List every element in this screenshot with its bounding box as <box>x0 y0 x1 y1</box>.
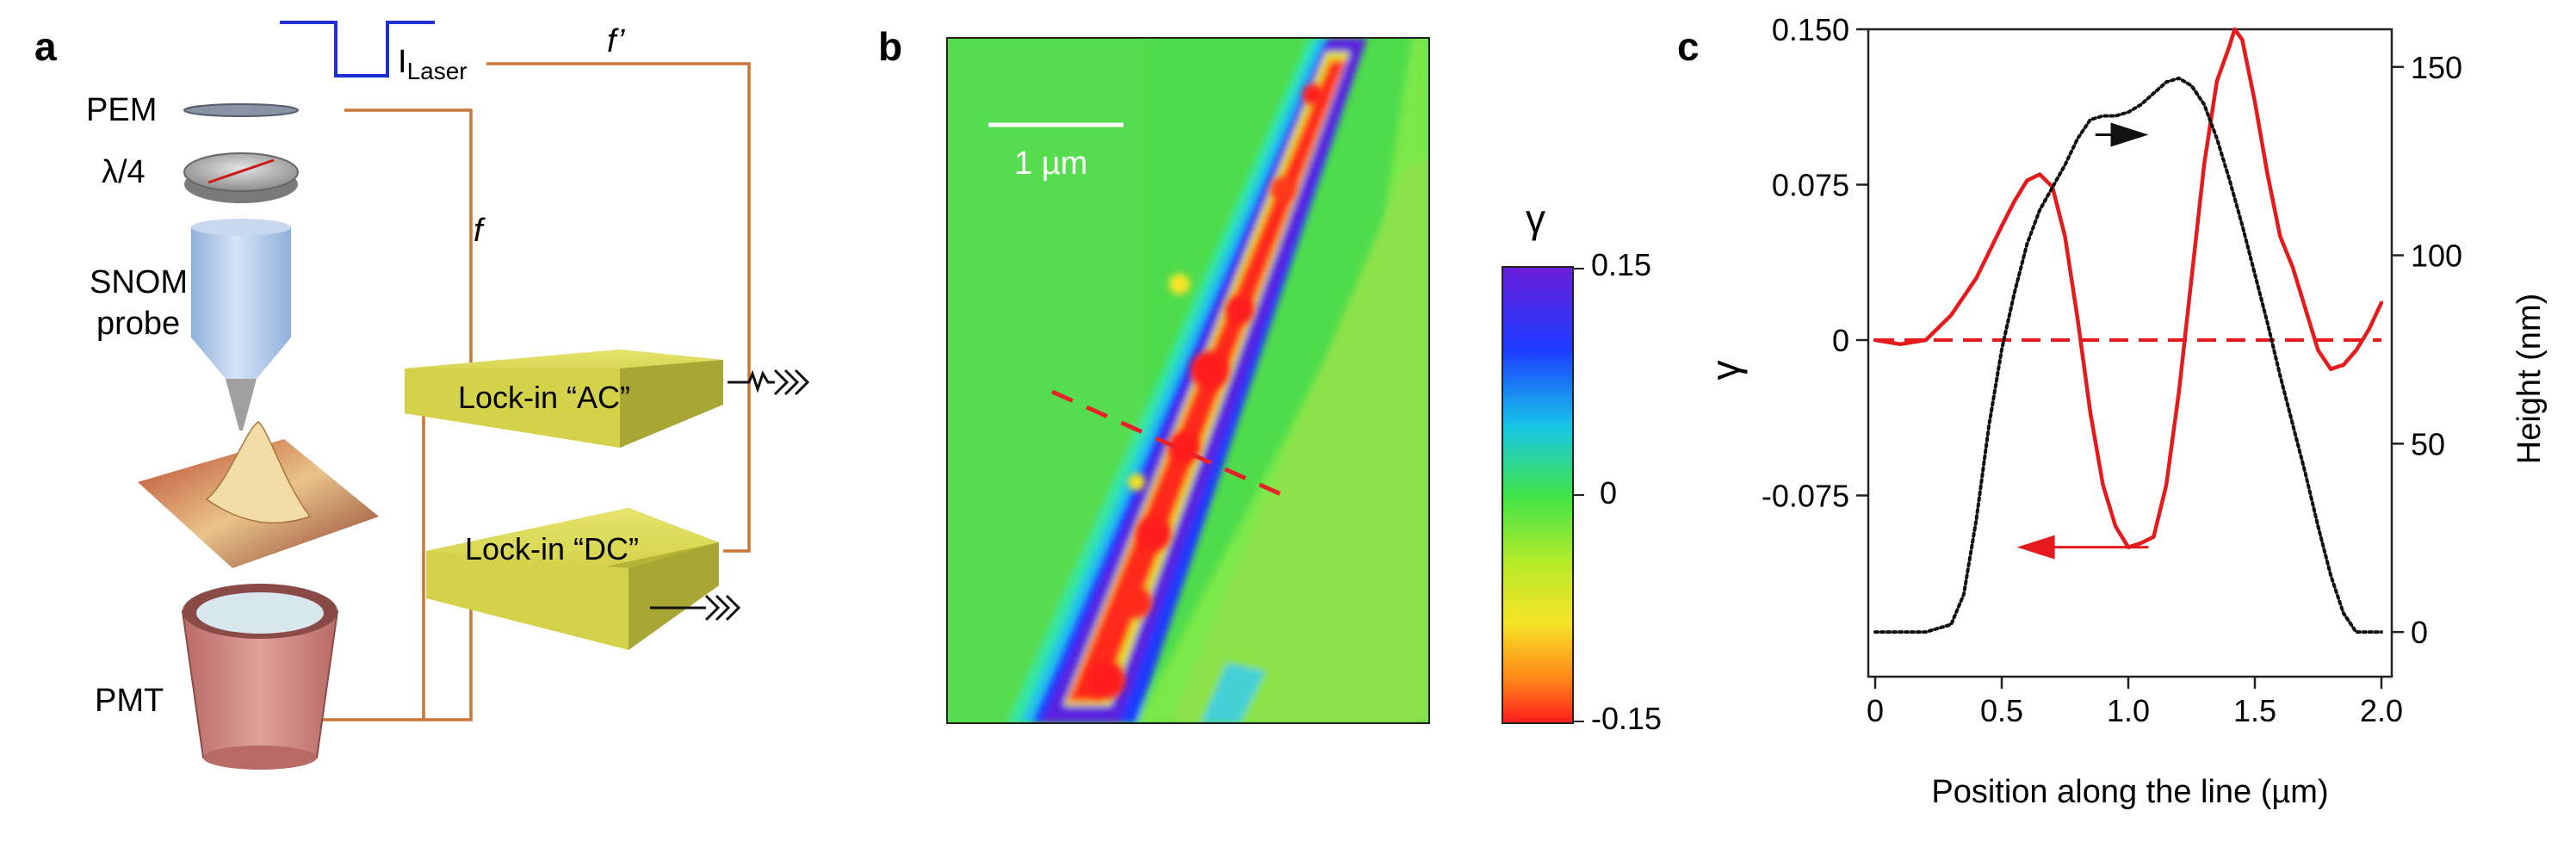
waveplate-axis-arrow <box>207 158 275 184</box>
gamma-series-line <box>1873 27 2384 549</box>
pem-label: PEM <box>86 92 157 128</box>
colorbar-tick-bottom: -0.15 <box>1591 701 1662 736</box>
pem-plate <box>183 103 299 117</box>
snom-label-line2: probe <box>96 306 180 342</box>
chart-marks: 0 0.5 1.0 1.5 2.0 0.150 0.075 0 -0.075 150 100 50 0 <box>1762 12 2462 728</box>
y-left-tick-label: -0.075 <box>1762 479 1849 514</box>
lockin-ac-label: Lock-in “AC” <box>458 380 630 415</box>
panel-c: c 0 0.5 1.0 1.5 2.0 0.150 0.075 0 -0.075 150 100 50… <box>1677 12 2548 810</box>
lockin-dc-box <box>426 508 719 650</box>
x-tick-label: 1.0 <box>2107 693 2150 728</box>
lockin-ac-box <box>405 350 723 448</box>
sample-surface <box>138 421 379 568</box>
snom-label-line1: SNOM <box>90 264 188 300</box>
lockin-dc-output-arrows <box>704 594 741 622</box>
y-right-tick-label: 150 <box>2411 50 2462 85</box>
y-right-axis-label: Height (nm) <box>2511 294 2548 465</box>
y-left-axis-label: γ <box>1703 361 1748 381</box>
pmt-label: PMT <box>95 683 164 719</box>
y-left-tick-label: 0.150 <box>1772 12 1849 47</box>
panel-a-letter: a <box>34 24 57 69</box>
gamma-map <box>947 38 1429 723</box>
lockin-ac-output-arrows <box>773 368 810 396</box>
lockin-dc-label: Lock-in “DC” <box>465 531 639 566</box>
snom-probe-tip <box>226 379 257 430</box>
lambda4-label: λ/4 <box>102 154 146 190</box>
colorbar-ticks <box>1573 268 1584 722</box>
panel-a: a ILaser f’ f PEM λ/4 SNOM probe <box>34 21 810 770</box>
panel-b-letter: b <box>878 24 902 69</box>
height-axis-arrowhead <box>2110 122 2149 147</box>
plot-frame <box>1867 28 2393 678</box>
panel-c-letter: c <box>1677 24 1700 69</box>
colorbar-tick-top: 0.15 <box>1591 247 1651 282</box>
colorbar <box>1502 266 1574 724</box>
y-right-tick-label: 50 <box>2411 426 2445 461</box>
laser-label: ILaser <box>398 44 468 84</box>
map-frame <box>946 37 1430 724</box>
y-right-tick-label: 0 <box>2411 615 2428 650</box>
snom-probe-top <box>191 219 291 236</box>
x-tick-label: 0.5 <box>1980 693 2023 728</box>
lockin-ac-output-signal <box>728 369 775 393</box>
x-tick-label: 1.5 <box>2233 693 2276 728</box>
y-right-tick-label: 100 <box>2411 238 2462 274</box>
y-left-tick-label: 0 <box>1832 323 1849 358</box>
f-prime-label: f’ <box>607 23 625 59</box>
f-label: f <box>474 213 486 249</box>
x-tick-label: 2.0 <box>2360 693 2403 728</box>
pmt-detector <box>181 584 339 770</box>
wire-pem-to-ac <box>344 108 473 392</box>
y-left-tick-label: 0.075 <box>1772 168 1849 203</box>
height-series-line <box>1873 76 2383 634</box>
wire-laser-to-dc <box>486 62 751 553</box>
panel-b: b <box>878 24 1662 736</box>
colorbar-tick-mid: 0 <box>1600 475 1617 511</box>
scale-bar-label: 1 µm <box>1014 145 1087 182</box>
colorbar-symbol: γ <box>1526 196 1545 241</box>
profile-line <box>1050 389 1285 498</box>
laser-pulse-waveform <box>280 21 435 77</box>
x-tick-label: 0 <box>1867 693 1884 728</box>
x-axis-label: Position along the line (µm) <box>1931 774 2328 810</box>
gamma-axis-arrowhead <box>2016 535 2055 560</box>
snom-probe <box>191 227 291 379</box>
